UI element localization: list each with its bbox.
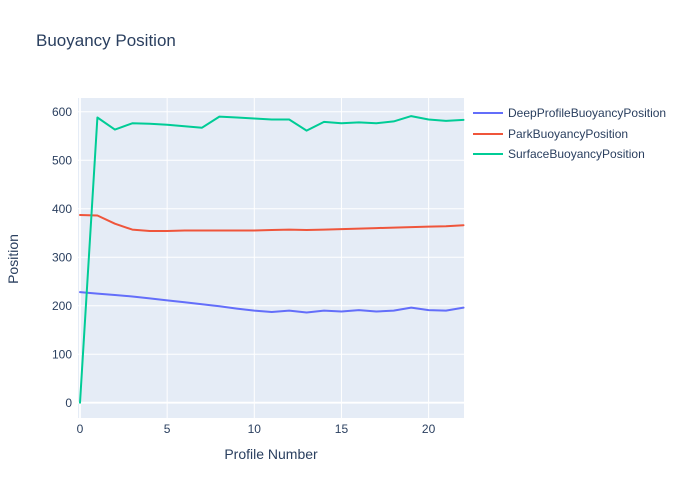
series-line-SurfaceBuoyancyPosition[interactable] <box>79 115 465 404</box>
legend-label: ParkBuoyancyPosition <box>508 126 629 141</box>
chart-title: Buoyancy Position <box>36 31 176 50</box>
x-tick-label: 20 <box>422 422 436 436</box>
y-tick-label: 200 <box>52 299 72 313</box>
plot-background <box>78 98 464 418</box>
y-tick-label: 300 <box>52 251 72 265</box>
legend: DeepProfileBuoyancyPosition ParkBuoyancy… <box>473 103 666 165</box>
x-axis-title: Profile Number <box>224 446 318 462</box>
legend-line-swatch <box>473 132 503 135</box>
y-tick-label: 500 <box>52 154 72 168</box>
x-tick-label: 15 <box>335 422 349 436</box>
y-tick-label: 100 <box>52 348 72 362</box>
series-line-ParkBuoyancyPosition[interactable] <box>79 214 465 232</box>
legend-item-surface-buoyancy-position[interactable]: SurfaceBuoyancyPosition <box>473 144 666 165</box>
legend-label: SurfaceBuoyancyPosition <box>508 147 645 162</box>
y-tick-label: 600 <box>52 105 72 119</box>
series-lines <box>79 115 465 404</box>
tick-labels: 0 100 200 300 400 500 600 0 5 10 15 20 <box>52 105 436 436</box>
legend-item-deep-profile-buoyancy-position[interactable]: DeepProfileBuoyancyPosition <box>473 103 666 124</box>
y-tick-label: 0 <box>65 396 72 410</box>
legend-line-swatch <box>473 153 503 156</box>
x-tick-label: 10 <box>248 422 262 436</box>
gridlines <box>78 98 464 418</box>
legend-line-swatch <box>473 112 503 115</box>
x-tick-label: 5 <box>164 422 171 436</box>
series-line-DeepProfileBuoyancyPosition[interactable] <box>79 291 465 314</box>
legend-item-park-buoyancy-position[interactable]: ParkBuoyancyPosition <box>473 124 666 145</box>
legend-label: DeepProfileBuoyancyPosition <box>508 106 667 121</box>
y-tick-label: 400 <box>52 202 72 216</box>
x-tick-label: 0 <box>77 422 84 436</box>
y-axis-title: Position <box>5 234 21 284</box>
